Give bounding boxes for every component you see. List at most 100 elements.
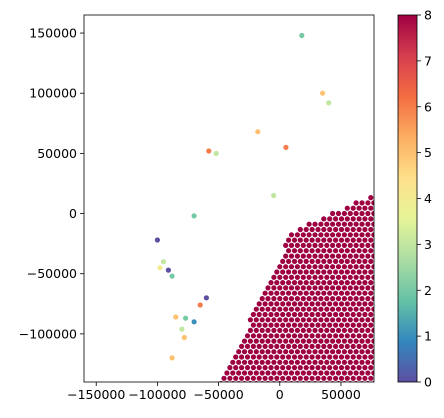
- scatter-point: [274, 408, 279, 413]
- scatter-point: [421, 206, 426, 211]
- scatter-point: [309, 322, 315, 328]
- scatter-point: [268, 386, 273, 391]
- y-axis-ticks: −100000 −50000 0 50000 100000 150000: [19, 26, 84, 341]
- scatter-point: [380, 227, 385, 232]
- scatter-point: [392, 333, 397, 338]
- scatter-point: [333, 280, 339, 286]
- scatter-point: [312, 285, 318, 291]
- scatter-point: [271, 274, 277, 280]
- scatter-point: [353, 232, 359, 238]
- scatter-point: [301, 392, 306, 397]
- scatter-point: [283, 370, 289, 376]
- scatter-point: [392, 291, 397, 296]
- scatter-point: [344, 205, 350, 211]
- scatter-point: [288, 285, 295, 291]
- scatter-point: [424, 307, 429, 312]
- scatter-point: [347, 253, 353, 259]
- scatter-point: [335, 242, 342, 248]
- scatter-point: [338, 280, 345, 286]
- scatter-point: [259, 359, 265, 365]
- scatter-point: [245, 397, 250, 402]
- scatter-point: [306, 242, 312, 248]
- scatter-point: [338, 248, 345, 254]
- scatter-point: [288, 370, 295, 376]
- scatter-point: [338, 290, 345, 296]
- scatter-point: [321, 333, 327, 339]
- scatter-point: [433, 269, 438, 274]
- scatter-point: [303, 269, 309, 275]
- scatter-point: [439, 259, 444, 264]
- scatter-point: [335, 317, 342, 323]
- scatter-point: [341, 296, 347, 302]
- scatter-point: [333, 301, 339, 307]
- scatter-point: [374, 365, 379, 370]
- scatter-point: [427, 184, 432, 189]
- scatter-point: [289, 402, 294, 407]
- scatter-point: [256, 365, 262, 371]
- scatter-point: [356, 248, 362, 254]
- scatter-point: [277, 338, 283, 344]
- scatter-point: [335, 274, 342, 280]
- scatter-point: [338, 216, 345, 222]
- scatter-point: [365, 392, 370, 397]
- scatter-point: [430, 275, 435, 280]
- scatter-point: [312, 338, 318, 344]
- scatter-point: [377, 254, 382, 259]
- scatter-point: [315, 375, 321, 381]
- scatter-point: [368, 301, 374, 307]
- scatter-point: [383, 381, 388, 386]
- scatter-point: [318, 317, 324, 323]
- scatter-point: [389, 349, 394, 354]
- scatter-point: [392, 216, 397, 221]
- scatter-point: [341, 274, 347, 280]
- scatter-point: [251, 386, 256, 391]
- scatter-point: [324, 317, 330, 323]
- scatter-point: [427, 323, 432, 328]
- scatter-point: [371, 200, 374, 206]
- scatter-point: [241, 359, 248, 365]
- scatter-point: [353, 296, 359, 302]
- scatter-point: [383, 349, 388, 354]
- scatter-point: [356, 333, 362, 339]
- scatter-point: [335, 306, 342, 312]
- scatter-point: [318, 327, 324, 333]
- scatter-point: [359, 296, 365, 302]
- scatter-point: [299, 32, 305, 39]
- scatter-point: [280, 375, 286, 381]
- scatter-point: [330, 296, 336, 302]
- scatter-point: [383, 254, 388, 259]
- scatter-point: [283, 359, 289, 365]
- scatter-point: [213, 150, 219, 156]
- scatter-point: [294, 242, 300, 248]
- scatter-point: [430, 317, 435, 322]
- scatter-point: [295, 402, 300, 407]
- scatter-point: [310, 397, 315, 402]
- scatter-point: [221, 375, 227, 381]
- scatter-point: [335, 264, 342, 270]
- scatter-point: [304, 408, 309, 413]
- scatter-point: [265, 338, 271, 344]
- scatter-point: [421, 354, 426, 359]
- scatter-point: [315, 258, 321, 264]
- scatter-point: [362, 343, 368, 349]
- scatter-point: [365, 306, 371, 312]
- scatter-point: [356, 280, 362, 286]
- scatter-point: [307, 392, 312, 397]
- scatter-point: [368, 375, 374, 381]
- scatter-point: [271, 359, 277, 365]
- scatter-point: [433, 280, 438, 285]
- scatter-point: [392, 301, 397, 306]
- scatter-point: [286, 397, 291, 402]
- scatter-point: [288, 306, 295, 312]
- scatter-point: [330, 306, 336, 312]
- scatter-point: [344, 280, 350, 286]
- scatter-point: [389, 211, 394, 216]
- scatter-point: [165, 267, 171, 273]
- scatter-point: [389, 296, 394, 301]
- scatter-point: [288, 253, 295, 259]
- scatter-point: [283, 392, 288, 397]
- scatter-point: [344, 343, 350, 349]
- scatter-point: [321, 280, 327, 286]
- scatter-point: [333, 258, 339, 264]
- scatter-point: [380, 376, 385, 381]
